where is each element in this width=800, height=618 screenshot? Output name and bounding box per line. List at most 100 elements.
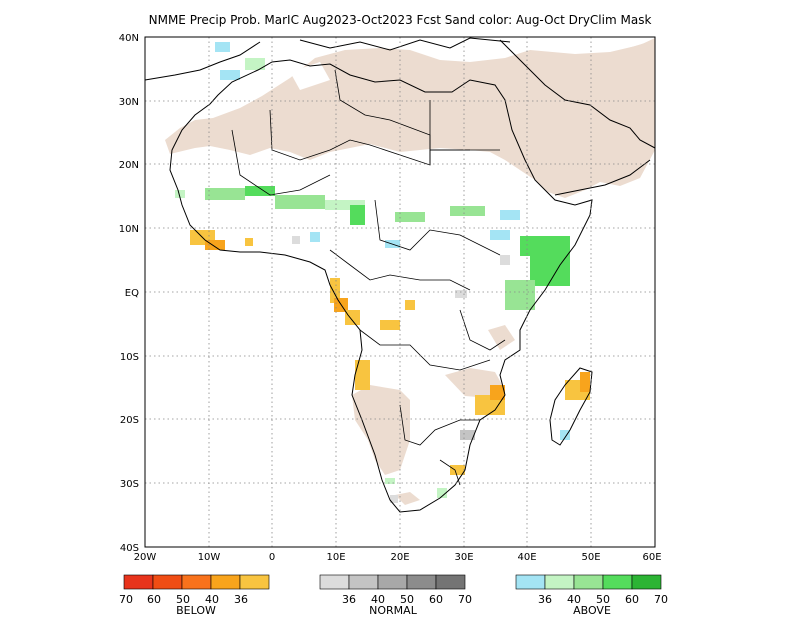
colorbar-tick: 40 [567, 593, 581, 606]
border [359, 329, 491, 371]
below-cell [405, 300, 415, 310]
colorbar-label: NORMAL [369, 604, 418, 617]
colorbar-tick: 60 [147, 593, 161, 606]
lon-axis: 20W 10W 0 10E 20E 30E 40E 50E 60E [134, 552, 662, 563]
colorbar-swatch [239, 574, 270, 590]
colorbar-tick: 60 [429, 593, 443, 606]
map-panel [144, 36, 656, 548]
lat-tick-label: 20S [120, 415, 139, 426]
above-cell [325, 200, 365, 210]
colorbar-tick: 50 [596, 593, 610, 606]
lat-tick-label: 40N [119, 33, 139, 44]
east-arabia-mask [590, 40, 655, 180]
colorbar-swatch [152, 574, 183, 590]
above-cell [505, 280, 535, 310]
lon-tick-label: 20W [134, 552, 157, 563]
colorbar-label: BELOW [176, 604, 216, 617]
colorbar-tick: 70 [654, 593, 668, 606]
lat-tick-label: 40S [120, 543, 139, 554]
below-cell [330, 278, 340, 303]
normal-cell [292, 236, 300, 244]
north-coast-gap-1 [290, 62, 330, 90]
above-cell [350, 205, 365, 225]
colorbar-tick: 50 [176, 593, 190, 606]
colorbar-normal: 36 40 50 60 70 NORMAL [319, 574, 472, 617]
lat-tick-label: EQ [125, 288, 139, 299]
border [399, 404, 480, 446]
border [429, 100, 500, 151]
colorbar-below: 70 60 50 40 36 BELOW [119, 574, 270, 617]
map-frame [144, 36, 656, 548]
europe-coast [299, 37, 511, 51]
border [439, 459, 461, 486]
above-cell [500, 210, 520, 220]
lon-tick-label: 10E [326, 552, 345, 563]
lat-tick-label: 10S [120, 352, 139, 363]
normal-cell [390, 495, 398, 503]
normal-cells [292, 236, 510, 503]
colorbar-label: ABOVE [573, 604, 611, 617]
above-cell [275, 195, 325, 209]
colorbar-tick: 70 [458, 593, 472, 606]
border [459, 309, 506, 351]
colorbar-swatch [348, 574, 379, 590]
normal-cell [455, 290, 467, 298]
lat-tick-label: 30S [120, 479, 139, 490]
map-title: NMME Precip Prob. MarIC Aug2023-Oct2023 … [149, 13, 652, 27]
colorbar-tick: 40 [205, 593, 219, 606]
above-cell [220, 70, 240, 80]
normal-cell [460, 430, 475, 440]
above-cell [245, 58, 265, 70]
colorbar-tick: 60 [625, 593, 639, 606]
lon-tick-label: 40E [517, 552, 536, 563]
lat-axis: 40N 30N 20N 10N EQ 10S 20S 30S 40S [119, 33, 139, 554]
above-cell [520, 236, 570, 256]
colorbar-tick: 36 [234, 593, 248, 606]
arabia-coastline [499, 39, 656, 149]
colorbar-swatch [631, 574, 662, 590]
below-cell [245, 238, 253, 246]
colorbar-above: 36 40 50 60 70 ABOVE [515, 574, 668, 617]
south-africa-patch [395, 492, 420, 505]
below-cell [450, 465, 465, 475]
border [329, 249, 471, 291]
below-cell [380, 320, 400, 330]
border [374, 199, 501, 256]
above-cell [245, 186, 275, 196]
somalia-patch-1 [488, 325, 515, 350]
below-cell [490, 385, 505, 400]
below-cell [355, 360, 370, 390]
lon-tick-label: 20E [390, 552, 409, 563]
above-cell [215, 42, 230, 52]
colorbar-swatch [515, 574, 546, 590]
lon-tick-label: 50E [581, 552, 600, 563]
normal-cell [500, 255, 510, 265]
colorbar-swatch [573, 574, 604, 590]
above-cell [437, 488, 447, 498]
colorbar-swatch [435, 574, 466, 590]
med-coast [144, 41, 261, 81]
colorbar-swatch [377, 574, 408, 590]
above-cell [385, 478, 395, 484]
colorbar-tick: 50 [400, 593, 414, 606]
below-cell [345, 310, 360, 325]
colorbar-swatch [123, 574, 154, 590]
colorbar-swatch [181, 574, 212, 590]
arabia-south-coast [554, 159, 651, 196]
lon-tick-label: 30E [454, 552, 473, 563]
namib-kalahari-mask [352, 385, 410, 475]
sahara-mask [165, 38, 655, 198]
colorbar-swatch [210, 574, 241, 590]
above-cell [310, 232, 320, 242]
lat-tick-label: 30N [119, 97, 139, 108]
colorbar-swatch [319, 574, 350, 590]
above-cell [560, 430, 570, 440]
below-cell [205, 240, 225, 250]
lat-tick-label: 20N [119, 160, 139, 171]
colorbar-swatch [406, 574, 437, 590]
above-cell [395, 212, 425, 222]
colorbar-tick: 70 [119, 593, 133, 606]
lon-tick-label: 10W [198, 552, 221, 563]
colorbar-swatch [602, 574, 633, 590]
